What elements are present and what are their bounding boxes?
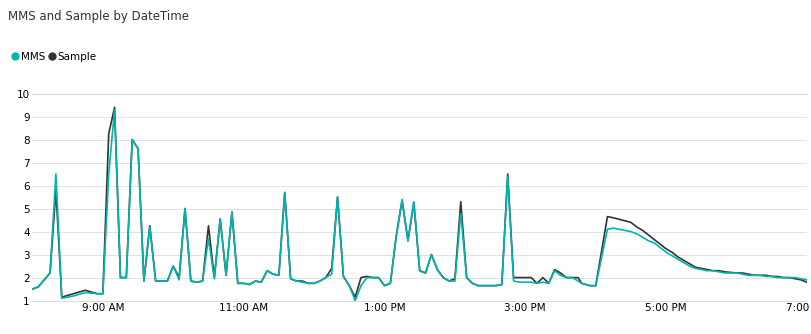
Text: MMS and Sample by DateTime: MMS and Sample by DateTime (8, 10, 189, 23)
Legend: MMS, Sample: MMS, Sample (13, 52, 97, 62)
